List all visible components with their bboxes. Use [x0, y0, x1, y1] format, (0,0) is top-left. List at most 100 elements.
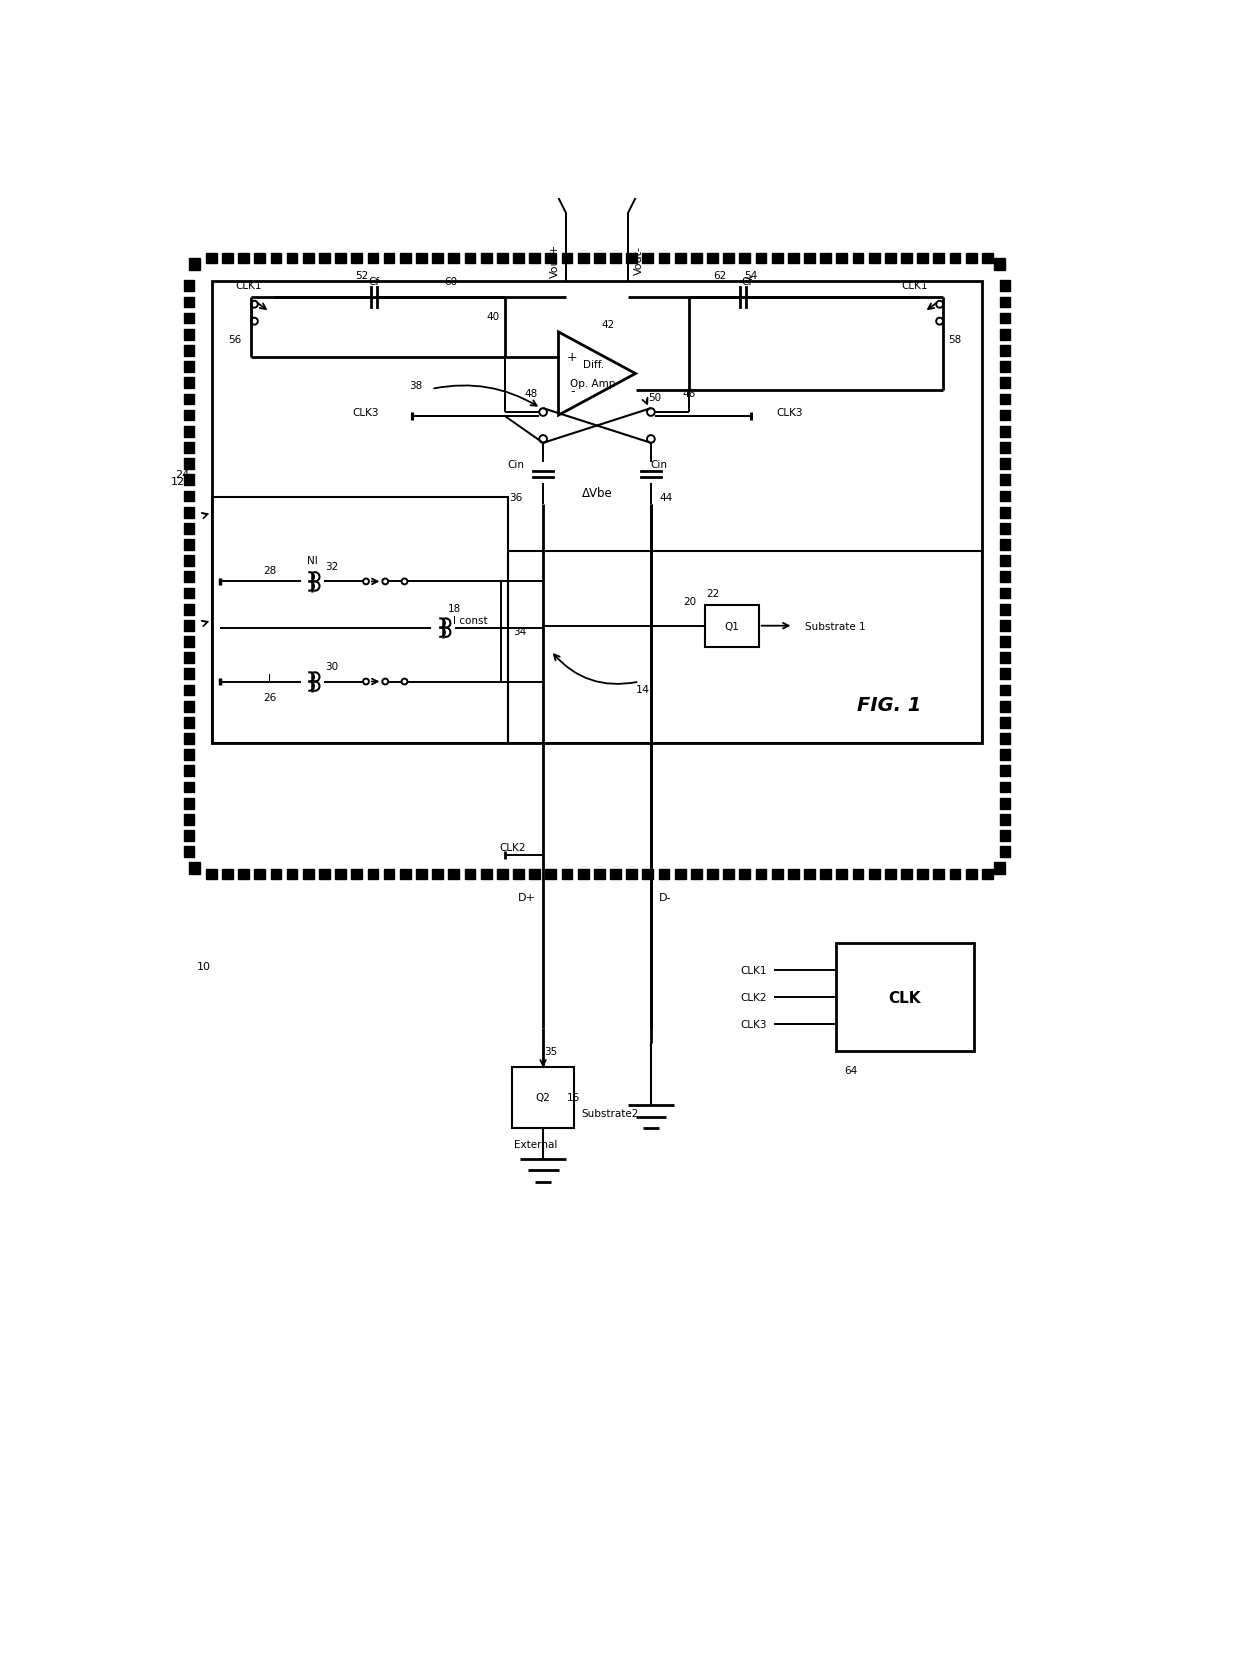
- Text: Substrate2: Substrate2: [582, 1109, 639, 1118]
- Bar: [999, 411, 1011, 421]
- Text: 56: 56: [228, 335, 242, 345]
- Bar: [999, 701, 1011, 713]
- Text: NI: NI: [306, 555, 317, 565]
- Bar: [351, 870, 362, 880]
- Bar: [222, 870, 233, 880]
- Bar: [465, 870, 475, 880]
- Bar: [999, 378, 1011, 389]
- Text: 12: 12: [171, 477, 185, 487]
- Bar: [184, 734, 195, 744]
- Text: 30: 30: [325, 661, 339, 671]
- Bar: [212, 497, 508, 744]
- Text: 38: 38: [409, 381, 423, 391]
- Text: 48: 48: [525, 388, 538, 399]
- Bar: [303, 870, 314, 880]
- Bar: [184, 426, 195, 437]
- Bar: [417, 870, 427, 880]
- Bar: [254, 870, 265, 880]
- Text: Q2: Q2: [536, 1092, 551, 1102]
- Bar: [999, 442, 1011, 454]
- Text: 54: 54: [744, 270, 758, 280]
- Bar: [869, 870, 879, 880]
- Bar: [335, 870, 346, 880]
- Text: 22: 22: [706, 588, 719, 598]
- Bar: [562, 870, 573, 880]
- Bar: [222, 254, 233, 263]
- Bar: [546, 254, 557, 263]
- Bar: [999, 751, 1011, 761]
- Bar: [999, 330, 1011, 340]
- Bar: [351, 254, 362, 263]
- Bar: [999, 588, 1011, 598]
- Bar: [675, 254, 686, 263]
- Text: 18: 18: [448, 605, 461, 615]
- Bar: [999, 782, 1011, 794]
- Text: FIG. 1: FIG. 1: [857, 696, 921, 714]
- Bar: [885, 254, 895, 263]
- Bar: [999, 555, 1011, 567]
- Text: 44: 44: [660, 492, 673, 502]
- Bar: [723, 870, 734, 880]
- Bar: [755, 254, 766, 263]
- Bar: [691, 254, 702, 263]
- Bar: [270, 870, 281, 880]
- Bar: [184, 701, 195, 713]
- Text: 26: 26: [263, 693, 277, 703]
- Bar: [950, 254, 961, 263]
- Bar: [707, 870, 718, 880]
- Bar: [804, 254, 815, 263]
- Bar: [999, 717, 1011, 729]
- Bar: [918, 254, 928, 263]
- Text: 36: 36: [510, 492, 523, 502]
- Bar: [999, 830, 1011, 842]
- Bar: [433, 254, 443, 263]
- Text: 46: 46: [683, 388, 696, 399]
- Bar: [449, 870, 459, 880]
- Bar: [999, 653, 1011, 664]
- Bar: [184, 653, 195, 664]
- Bar: [837, 870, 847, 880]
- Bar: [993, 863, 1006, 875]
- Text: 32: 32: [325, 562, 339, 572]
- Bar: [206, 870, 217, 880]
- Bar: [999, 620, 1011, 631]
- Bar: [184, 605, 195, 615]
- Text: Cf: Cf: [742, 277, 753, 287]
- Text: 35: 35: [544, 1047, 558, 1057]
- Bar: [212, 282, 982, 744]
- Bar: [367, 870, 378, 880]
- Bar: [184, 815, 195, 825]
- Text: CLK: CLK: [889, 991, 921, 1006]
- Bar: [836, 944, 975, 1052]
- Bar: [999, 507, 1011, 519]
- Bar: [184, 620, 195, 631]
- Bar: [691, 870, 702, 880]
- Bar: [184, 686, 195, 696]
- Bar: [755, 870, 766, 880]
- Bar: [901, 870, 911, 880]
- Bar: [367, 254, 378, 263]
- Bar: [739, 254, 750, 263]
- Text: CLK3: CLK3: [352, 408, 379, 418]
- Bar: [626, 870, 637, 880]
- Bar: [481, 870, 491, 880]
- Bar: [303, 254, 314, 263]
- Bar: [529, 254, 541, 263]
- Bar: [837, 254, 847, 263]
- Bar: [675, 870, 686, 880]
- Bar: [512, 1067, 574, 1128]
- Bar: [999, 636, 1011, 648]
- Bar: [184, 636, 195, 648]
- Bar: [901, 254, 911, 263]
- Bar: [184, 751, 195, 761]
- Text: 40: 40: [486, 312, 500, 321]
- Text: Cf: Cf: [368, 277, 379, 287]
- Bar: [999, 847, 1011, 858]
- Bar: [184, 282, 195, 292]
- Bar: [286, 254, 298, 263]
- Text: +: +: [567, 351, 578, 365]
- Text: CLK1: CLK1: [901, 280, 928, 290]
- Bar: [999, 459, 1011, 469]
- Text: CLK3: CLK3: [740, 1019, 766, 1029]
- Text: CLK2: CLK2: [740, 993, 766, 1002]
